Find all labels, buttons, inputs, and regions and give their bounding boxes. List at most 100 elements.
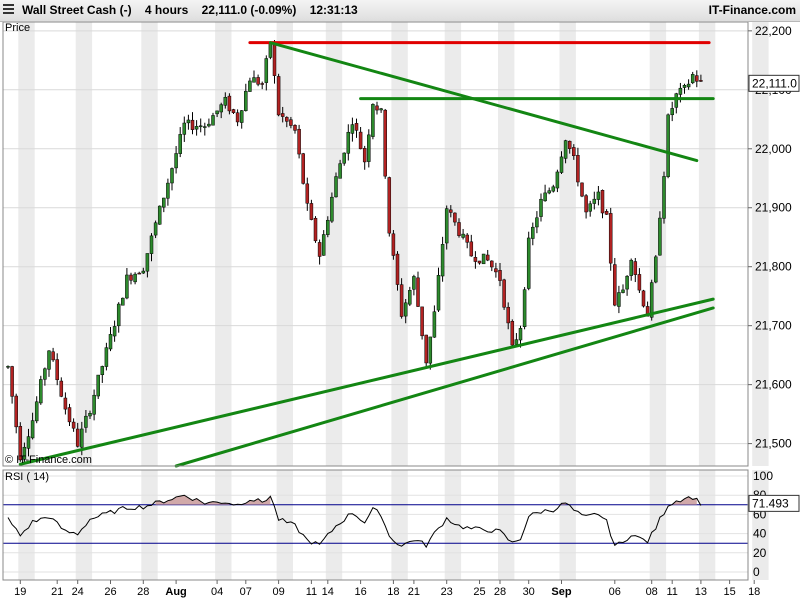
menu-icon[interactable] [3,4,14,16]
candle-body [198,125,203,128]
candle-body [321,234,326,256]
price-tick-label: 21,900 [755,201,792,215]
x-tick-label: 21 [408,586,420,598]
day-band [325,470,343,580]
timestamp: 12:31:13 [309,3,358,17]
x-tick-label: 18 [748,586,760,598]
day-band [391,470,408,580]
background-bands [18,22,769,580]
candle-body [596,191,601,200]
candle-body [92,394,96,415]
candle-body [268,43,273,58]
candle-body [145,253,150,272]
candle-body [469,241,474,257]
candle-body [121,297,125,306]
candle-body [330,196,334,222]
price-tick-label: 21,700 [755,319,792,333]
trendlines [18,41,715,468]
rsi-tick-label: 20 [753,546,767,560]
candle-body [695,75,699,82]
candle-body [514,339,519,345]
candle-body [432,311,437,338]
candle-body [43,368,47,380]
candle-body [387,177,392,234]
day-band [649,470,667,580]
day-band [18,22,35,466]
candle-body [531,226,535,239]
candle-body [633,261,638,275]
title-bar: Wall Street Cash (-) 4 hours 22,111.0 (-… [0,0,800,22]
candle-body [22,446,27,460]
candle-body [207,123,211,127]
candle-body [559,156,564,173]
price-tick-label: 22,200 [755,24,792,38]
candle-body [227,95,232,112]
instrument-name: Wall Street Cash (-) [22,3,132,17]
candle-body [473,257,478,262]
candle-body [260,83,264,85]
candle-body [424,334,428,364]
x-tick-label: 26 [104,586,116,598]
x-tick-label: 09 [272,586,284,598]
x-tick-label: 08 [646,586,658,598]
x-tick-label: 15 [723,586,735,598]
x-tick-label: 04 [211,586,223,598]
day-band [141,22,158,466]
candle-body [215,110,219,115]
day-band [18,470,35,580]
day-band [752,22,769,466]
candle-body [592,198,597,204]
candle-body [608,213,613,264]
candle-body [10,366,14,397]
rsi-tick-label: 0 [753,565,760,579]
candle-body [498,270,502,281]
candle-body [223,97,228,106]
candle-body [576,155,580,183]
candle-body [14,395,18,428]
candle-body [96,374,100,397]
candle-body [699,80,703,82]
candle-body [112,326,117,337]
day-band [215,470,232,580]
x-tick-label: 16 [354,586,366,598]
candle-body [621,289,625,293]
x-tick-label: 11 [306,586,317,598]
candle-body [55,359,59,381]
day-band [75,470,93,580]
day-band [498,22,515,466]
x-tick-label: 11 [666,586,677,598]
candle-body [129,274,133,281]
candle-body [178,134,182,154]
candle-body [420,306,424,337]
candle-body [465,234,469,243]
candle-body [272,44,277,76]
candle-body [510,321,515,346]
candle-body [563,140,568,159]
candle-body [686,83,691,88]
x-tick-label: 24 [72,586,84,598]
x-tick-label: Aug [165,586,186,598]
candle-body [604,211,609,215]
candle-body [362,148,367,163]
rsi-panel-border [2,469,749,581]
candle-body [338,163,342,179]
horizontal-gridlines [3,30,748,573]
candle-body [211,115,215,126]
current-price-label: 22,111.0 [752,76,797,90]
candle-body [399,284,404,317]
axes [2,21,749,581]
price-candles [6,40,703,464]
candle-body [301,153,305,184]
price-tick-label: 21,500 [755,437,792,451]
candle-body [535,217,539,228]
candle-body [248,80,252,92]
day-band [75,22,93,466]
candle-body [645,306,650,317]
x-tick-label: 14 [322,586,334,598]
candle-body [88,413,92,417]
candle-body [649,282,654,318]
candle-body [244,90,248,111]
timeframe: 4 hours [144,3,189,17]
candle-body [637,274,642,291]
